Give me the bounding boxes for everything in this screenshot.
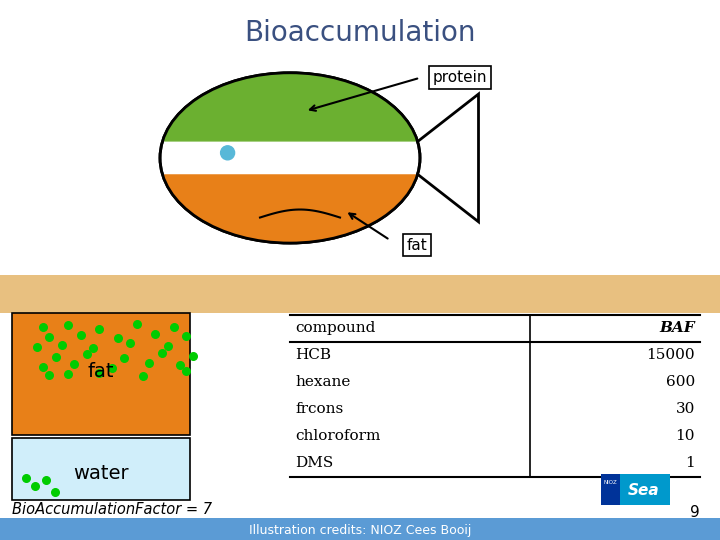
Point — [31, 343, 42, 352]
Point — [37, 323, 49, 332]
Point — [44, 371, 55, 380]
Point — [137, 372, 148, 381]
Text: 15000: 15000 — [647, 348, 695, 362]
Text: hexane: hexane — [295, 375, 351, 389]
Text: 1: 1 — [685, 456, 695, 470]
Point — [118, 354, 130, 362]
Point — [106, 363, 117, 372]
Point — [37, 362, 49, 371]
Text: DMS: DMS — [295, 456, 333, 470]
Point — [30, 482, 41, 490]
Point — [162, 341, 174, 350]
Point — [20, 474, 32, 483]
Polygon shape — [164, 73, 415, 141]
Text: NIOZ: NIOZ — [604, 480, 618, 485]
Point — [44, 333, 55, 341]
Point — [150, 329, 161, 338]
Text: BioAccumulationFactor = 7: BioAccumulationFactor = 7 — [12, 502, 212, 517]
Point — [168, 323, 180, 332]
Point — [125, 339, 136, 348]
Text: chloroform: chloroform — [295, 429, 380, 443]
Point — [181, 367, 192, 376]
Point — [181, 332, 192, 340]
Point — [94, 368, 105, 377]
Text: protein: protein — [433, 70, 487, 85]
Bar — [621, 474, 670, 505]
Text: fat: fat — [407, 238, 428, 253]
Text: 9: 9 — [690, 505, 700, 519]
Circle shape — [220, 146, 235, 160]
Ellipse shape — [160, 73, 420, 243]
Point — [49, 488, 60, 497]
Point — [40, 476, 52, 484]
Point — [143, 359, 155, 367]
Polygon shape — [164, 175, 415, 243]
Point — [63, 321, 74, 329]
Text: compound: compound — [295, 321, 375, 335]
Bar — [12, 313, 190, 435]
Text: fat: fat — [88, 362, 114, 381]
Text: frcons: frcons — [295, 402, 343, 416]
Text: 10: 10 — [675, 429, 695, 443]
Text: HCB: HCB — [295, 348, 331, 362]
Point — [112, 334, 124, 343]
Point — [94, 325, 105, 333]
Bar — [12, 438, 190, 500]
Point — [63, 369, 74, 378]
Point — [75, 330, 86, 339]
Text: 600: 600 — [666, 375, 695, 389]
Text: 30: 30 — [675, 402, 695, 416]
Polygon shape — [397, 94, 479, 222]
Bar — [0, 518, 720, 540]
Point — [187, 351, 199, 360]
Point — [87, 344, 99, 353]
Point — [131, 320, 143, 328]
Point — [81, 350, 92, 359]
Bar — [0, 275, 720, 313]
Text: BAF: BAF — [660, 321, 695, 335]
Point — [68, 360, 80, 368]
Text: water: water — [73, 464, 129, 483]
Text: Bioaccumulation: Bioaccumulation — [244, 19, 476, 47]
Point — [174, 361, 186, 369]
Point — [50, 353, 61, 361]
Point — [56, 340, 68, 349]
Text: Sea: Sea — [628, 483, 660, 498]
Text: Illustration credits: NIOZ Cees Booij: Illustration credits: NIOZ Cees Booij — [249, 524, 471, 537]
Point — [156, 349, 167, 357]
